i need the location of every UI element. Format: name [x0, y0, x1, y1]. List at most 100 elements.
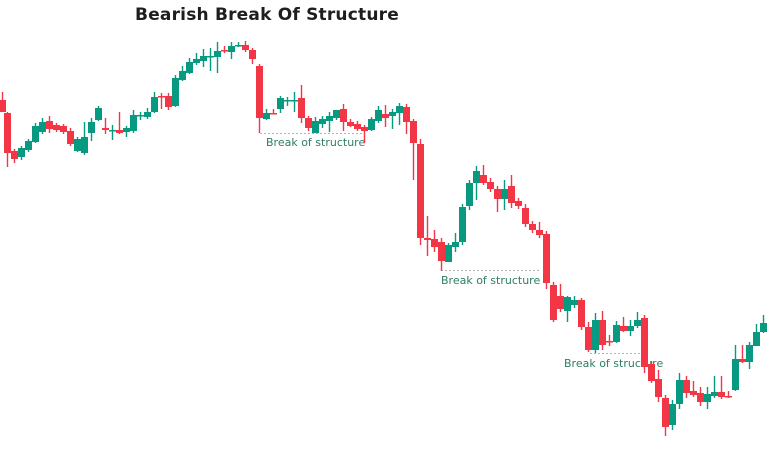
- bearish-candle: [0, 92, 6, 112]
- bearish-candle: [67, 128, 74, 146]
- bearish-candle: [739, 345, 746, 363]
- bearish-candle: [242, 41, 249, 52]
- bearish-candle: [256, 64, 263, 133]
- bearish-candle: [410, 119, 417, 180]
- bearish-candle: [529, 221, 536, 233]
- bullish-candle: [571, 296, 578, 308]
- bullish-candle: [172, 75, 179, 107]
- bullish-candle: [473, 166, 480, 200]
- bullish-candle: [466, 180, 473, 210]
- bullish-candle: [312, 117, 319, 133]
- bullish-candle: [214, 42, 221, 73]
- bearish-candle: [4, 112, 11, 167]
- chart-title: Bearish Break Of Structure: [135, 5, 399, 25]
- bearish-candle: [347, 119, 354, 127]
- bearish-candle: [221, 46, 228, 53]
- bullish-candle: [564, 296, 571, 322]
- bullish-candle: [627, 320, 634, 336]
- bullish-candle: [319, 116, 326, 128]
- bearish-candle: [158, 93, 165, 109]
- bullish-candle: [137, 112, 144, 120]
- bearish-candle: [725, 391, 732, 398]
- bearish-candle: [508, 175, 515, 208]
- bearish-candle: [424, 216, 431, 256]
- bullish-candle: [452, 233, 459, 252]
- bearish-candle: [270, 109, 277, 115]
- bearish-candle: [599, 311, 606, 350]
- bearish-candle: [585, 322, 592, 352]
- bullish-candle: [389, 109, 396, 129]
- bearish-candle: [431, 230, 438, 252]
- bullish-candle: [130, 110, 137, 133]
- bullish-candle: [200, 49, 207, 67]
- bearish-candle: [620, 317, 627, 332]
- bearish-candle: [438, 238, 445, 271]
- bullish-candle: [25, 139, 32, 152]
- bullish-candle: [396, 103, 403, 125]
- bearish-candle: [60, 124, 67, 134]
- bearish-candle: [494, 186, 501, 212]
- bearish-candle: [550, 282, 557, 322]
- bearish-candle: [165, 93, 172, 110]
- bearish-candle: [578, 298, 585, 330]
- bos-label: Break of structure: [266, 136, 365, 149]
- bearish-candle: [340, 104, 347, 131]
- bullish-candle: [284, 97, 291, 106]
- bullish-candle: [81, 122, 88, 155]
- bullish-candle: [88, 118, 95, 141]
- bullish-candle: [704, 387, 711, 409]
- bullish-candle: [746, 342, 753, 369]
- bearish-candle: [102, 118, 109, 134]
- bullish-candle: [18, 146, 25, 160]
- bullish-candle: [291, 92, 298, 112]
- bullish-candle: [277, 96, 284, 113]
- bos-label: Break of structure: [441, 274, 540, 287]
- bullish-candle: [179, 66, 186, 81]
- bearish-candle: [354, 121, 361, 131]
- bullish-candle: [74, 137, 81, 152]
- bearish-candle: [683, 376, 690, 398]
- bearish-candle: [305, 116, 312, 131]
- bullish-candle: [228, 42, 235, 59]
- bearish-candle: [557, 284, 564, 312]
- candles: [0, 41, 767, 436]
- bullish-candle: [711, 376, 718, 398]
- bullish-candle: [32, 123, 39, 143]
- bullish-candle: [501, 180, 508, 210]
- bearish-candle: [543, 231, 550, 289]
- bullish-candle: [193, 53, 200, 65]
- bearish-candle: [249, 48, 256, 64]
- bullish-candle: [732, 345, 739, 391]
- bullish-candle: [613, 321, 620, 343]
- bearish-candle: [403, 104, 410, 134]
- bearish-candle: [46, 116, 53, 133]
- bullish-candle: [375, 106, 382, 123]
- bearish-candle: [690, 381, 697, 397]
- bullish-candle: [592, 313, 599, 353]
- bullish-candle: [263, 109, 270, 120]
- bos-label: Break of structure: [564, 357, 663, 370]
- bullish-candle: [151, 92, 158, 113]
- break-of-structure-annotations: Break of structure Break of structure Brea…: [260, 133, 663, 370]
- bearish-candle: [480, 165, 487, 185]
- bearish-candle: [361, 125, 368, 143]
- bearish-candle: [515, 198, 522, 209]
- bullish-candle: [634, 312, 641, 328]
- bearish-candle: [522, 204, 529, 227]
- bullish-candle: [333, 110, 340, 120]
- bearish-candle: [382, 105, 389, 127]
- bearish-candle: [718, 376, 725, 399]
- bearish-candle: [641, 315, 648, 373]
- bearish-candle: [487, 178, 494, 192]
- bearish-candle: [536, 222, 543, 238]
- bearish-candle: [606, 335, 613, 346]
- bullish-candle: [123, 126, 130, 137]
- bullish-candle: [753, 324, 760, 346]
- bearish-candle: [648, 361, 655, 383]
- bullish-candle: [109, 125, 116, 140]
- bearish-candle: [697, 387, 704, 406]
- bullish-candle: [186, 58, 193, 74]
- bullish-candle: [39, 118, 46, 134]
- bullish-candle: [326, 112, 333, 132]
